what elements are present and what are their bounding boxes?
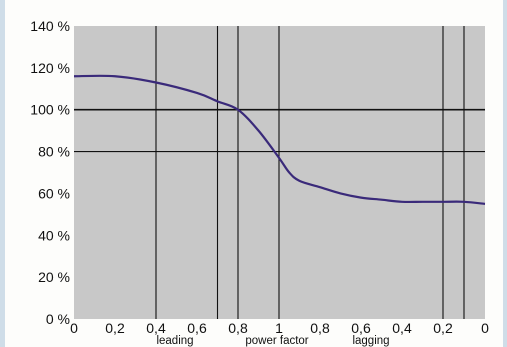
- x-tick-label: 0: [70, 320, 78, 336]
- x-tick-label: 0,4: [146, 320, 166, 336]
- reference-lines: [74, 26, 485, 319]
- x-tick-label: 0,8: [228, 320, 248, 336]
- x-tick-label: 0,6: [351, 320, 371, 336]
- y-axis-ticks: 140 % 120 % 100 % 80 % 60 % 40 % 20 % 0 %: [30, 18, 70, 327]
- series-line: [73, 74, 486, 205]
- x-tick-label: 0,8: [310, 320, 330, 336]
- y-tick-label: 120 %: [30, 60, 70, 76]
- x-axis-ticks: 0 0,2 0,4 0,6 0,8 1 0,8 0,6 0,4 0,2 0: [70, 320, 489, 336]
- y-tick-label: 0 %: [46, 311, 70, 327]
- y-tick-label: 140 %: [30, 18, 70, 34]
- x-tick-label: 0,2: [105, 320, 125, 336]
- y-tick-label: 40 %: [38, 227, 70, 243]
- y-tick-label: 100 %: [30, 102, 70, 118]
- power-factor-chart: 140 %120 %100 %80 %60 %40 %20 %0 % 0 0,2 0…: [30, 18, 489, 347]
- chart-frame: 140 % 120 % 100 % 80 % 60 % 40 % 20 % 0 % 0 0,2 0…: [5, 0, 503, 347]
- y-tick-label: 60 %: [38, 185, 70, 201]
- x-region-label-lagging: lagging: [352, 335, 389, 347]
- x-tick-label: 0,4: [392, 320, 412, 336]
- x-tick-label: 0,6: [187, 320, 207, 336]
- x-axis-label: power factor: [245, 335, 308, 347]
- x-region-label-leading: leading: [156, 335, 193, 347]
- x-tick-label: 0,2: [433, 320, 453, 336]
- y-tick-label: 20 %: [38, 269, 70, 285]
- x-tick-label: 0: [481, 320, 489, 336]
- x-tick-label: 1: [275, 320, 283, 336]
- y-tick-label: 80 %: [38, 144, 70, 160]
